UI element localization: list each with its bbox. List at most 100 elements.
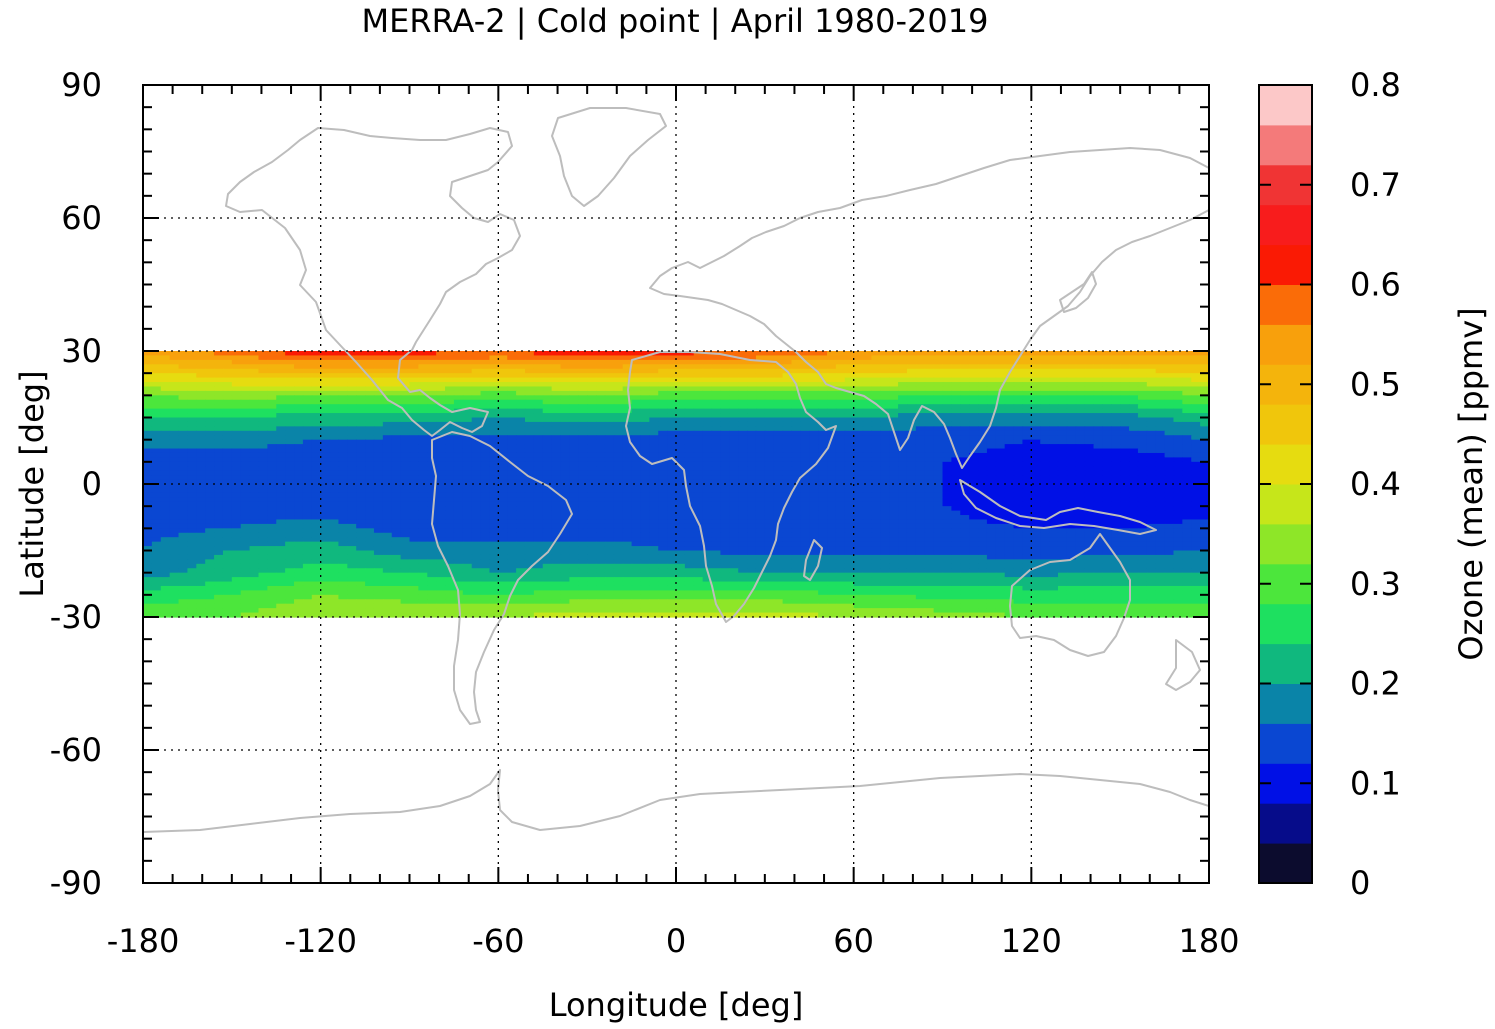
field-cell xyxy=(755,470,766,476)
field-cell xyxy=(693,373,704,379)
field-cell xyxy=(1120,435,1130,441)
field-cell xyxy=(489,501,499,507)
field-cell xyxy=(1075,497,1086,503)
field-cell xyxy=(764,395,775,401)
field-cell xyxy=(986,351,997,357)
field-cell xyxy=(329,510,340,516)
field-cell xyxy=(1146,523,1157,529)
field-cell xyxy=(631,386,642,392)
field-cell xyxy=(773,439,784,445)
field-cell xyxy=(1129,448,1139,454)
field-cell xyxy=(1164,399,1175,405)
field-cell xyxy=(302,368,313,374)
field-cell xyxy=(1084,373,1095,379)
field-cell xyxy=(835,497,846,503)
field-cell xyxy=(1129,355,1139,361)
field-cell xyxy=(578,466,588,472)
field-cell xyxy=(782,399,793,405)
field-cell xyxy=(196,484,206,490)
field-cell xyxy=(1022,355,1032,361)
field-cell xyxy=(782,413,793,419)
field-cell xyxy=(205,479,215,485)
field-cell xyxy=(906,444,917,450)
field-cell xyxy=(462,368,473,374)
field-cell xyxy=(569,528,579,534)
field-cell xyxy=(338,479,348,485)
field-cell xyxy=(1013,457,1024,463)
field-cell xyxy=(1031,382,1041,388)
field-cell xyxy=(711,373,722,379)
field-cell xyxy=(782,351,793,357)
field-cell xyxy=(684,475,695,481)
field-cell xyxy=(631,404,642,410)
field-cell xyxy=(667,479,677,485)
field-cell xyxy=(214,506,224,512)
field-cell xyxy=(755,523,766,529)
field-cell xyxy=(871,399,881,405)
field-cell xyxy=(649,377,659,383)
field-cell xyxy=(391,386,402,392)
field-cell xyxy=(249,404,260,410)
field-cell xyxy=(1182,466,1192,472)
field-cell xyxy=(1173,501,1183,507)
field-cell xyxy=(978,404,988,410)
field-cell xyxy=(1164,528,1175,534)
field-cell xyxy=(240,519,251,525)
field-cell xyxy=(560,421,570,427)
field-cell xyxy=(729,479,739,485)
field-cell xyxy=(400,439,411,445)
field-cell xyxy=(1146,417,1157,423)
field-cell xyxy=(1049,417,1059,423)
field-cell xyxy=(1146,475,1157,481)
field-cell xyxy=(898,470,908,476)
field-cell xyxy=(471,492,482,498)
field-cell xyxy=(604,532,615,538)
field-cell xyxy=(329,355,340,361)
field-cell xyxy=(693,377,704,383)
field-cell xyxy=(1040,439,1050,445)
field-cell xyxy=(267,519,277,525)
field-cell xyxy=(640,404,650,410)
field-cell xyxy=(658,404,668,410)
field-cell xyxy=(960,475,970,481)
field-cell xyxy=(231,430,242,436)
field-cell xyxy=(311,390,322,396)
field-cell xyxy=(338,452,348,458)
field-cell xyxy=(800,368,810,374)
field-cell xyxy=(1129,475,1139,481)
field-cell xyxy=(445,479,455,485)
field-cell xyxy=(1013,382,1024,388)
field-cell xyxy=(160,448,171,454)
field-cell xyxy=(453,444,464,450)
field-cell xyxy=(1057,399,1068,405)
field-cell xyxy=(329,448,340,454)
field-cell xyxy=(294,351,304,357)
field-cell xyxy=(995,417,1006,423)
field-cell xyxy=(1066,395,1077,401)
field-cell xyxy=(844,373,855,379)
field-cell xyxy=(827,475,837,481)
field-cell xyxy=(809,386,819,392)
field-cell xyxy=(1164,452,1175,458)
field-cell xyxy=(702,479,713,485)
field-cell xyxy=(1137,364,1148,370)
field-cell xyxy=(871,506,881,512)
field-cell xyxy=(587,408,597,414)
field-cell xyxy=(631,523,642,529)
field-cell xyxy=(969,355,979,361)
field-cell xyxy=(1129,528,1139,534)
field-cell xyxy=(942,382,952,388)
field-cell xyxy=(276,404,286,410)
field-cell xyxy=(453,390,464,396)
field-cell xyxy=(462,377,473,383)
field-cell xyxy=(302,475,313,481)
field-cell xyxy=(1093,501,1103,507)
field-cell xyxy=(205,448,215,454)
field-cell xyxy=(471,435,482,441)
field-cell xyxy=(347,470,357,476)
field-cell xyxy=(693,515,704,521)
field-cell xyxy=(453,484,464,490)
field-cell xyxy=(960,510,970,516)
field-cell xyxy=(285,497,295,503)
field-cell xyxy=(329,377,340,383)
